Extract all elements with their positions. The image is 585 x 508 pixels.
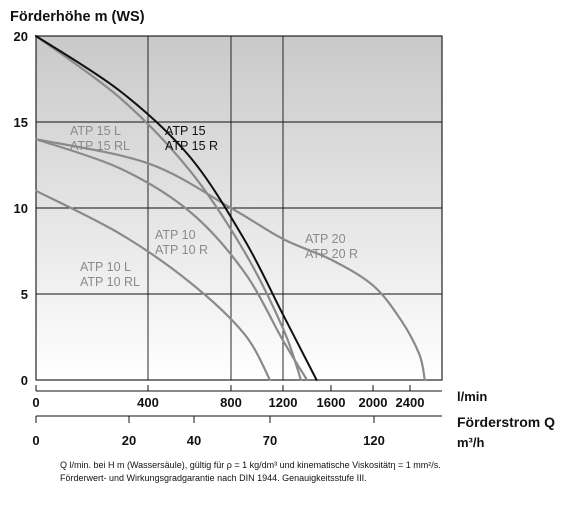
x-tick-label-lmin-0: 0 [32, 395, 39, 410]
series-label-0-line-0: ATP 15 L [70, 124, 121, 138]
footnote-line-1: Q l/min. bei H m (Wassersäule), gültig f… [60, 460, 441, 470]
series-label-3-line-0: ATP 10 L [80, 260, 131, 274]
series-line-3 [34, 189, 272, 382]
series-label-4-line-1: ATP 20 R [305, 247, 358, 261]
y-tick-label-3: 15 [14, 115, 28, 130]
series-label-2: ATP 10 ATP 10 R [155, 228, 208, 257]
x-tick-label-lmin-3: 1200 [269, 395, 298, 410]
x-tick-label-m3h-1: 20 [122, 433, 136, 448]
series-line-4 [34, 138, 426, 382]
x-unit-lmin: l/min [457, 389, 487, 404]
x-tick-label-lmin-4: 1600 [317, 395, 346, 410]
series-label-1: ATP 15 ATP 15 R [165, 124, 218, 153]
x-tick-label-m3h-3: 70 [263, 433, 277, 448]
y-tick-label-0: 0 [21, 373, 28, 388]
x-tick-label-lmin-1: 400 [137, 395, 159, 410]
x-tick-label-m3h-2: 40 [187, 433, 201, 448]
series-label-2-line-0: ATP 10 [155, 228, 196, 242]
x-unit-m3h: m³/h [457, 435, 485, 450]
x-tick-label-lmin-5: 2000 [359, 395, 388, 410]
y-tick-label-4: 20 [14, 29, 28, 44]
x-tick-label-m3h-0: 0 [32, 433, 39, 448]
series-label-0: ATP 15 L ATP 15 RL [70, 124, 130, 153]
y-tick-label-2: 10 [14, 201, 28, 216]
series-label-4-line-0: ATP 20 [305, 232, 346, 246]
y-tick-labels: 0 5 10 15 20 [14, 29, 28, 388]
series-line-1 [35, 35, 318, 381]
grid-lines [35, 35, 443, 423]
series-label-3: ATP 10 L ATP 10 RL [80, 260, 140, 289]
x-tick-label-lmin-6: 2400 [396, 395, 425, 410]
series-label-0-line-1: ATP 15 RL [70, 139, 130, 153]
pump-curves [34, 34, 426, 382]
x-axis-label: Förderstrom Q [457, 414, 555, 430]
series-line-2 [34, 138, 309, 382]
series-label-1-line-0: ATP 15 [165, 124, 206, 138]
series-label-3-line-1: ATP 10 RL [80, 275, 140, 289]
footnote-line-2: Förderwert- und Wirkungsgradgarantie nac… [60, 473, 367, 483]
x-tick-label-m3h-4: 120 [363, 433, 385, 448]
x-tick-labels-lmin: 0 400 800 1200 1600 2000 2400 [32, 395, 424, 410]
x-tick-labels-m3h: 0 20 40 70 120 [32, 433, 384, 448]
plot-frame [35, 35, 443, 381]
series-label-4: ATP 20 ATP 20 R [305, 232, 358, 261]
y-tick-label-1: 5 [21, 287, 28, 302]
x-tick-label-lmin-2: 800 [220, 395, 242, 410]
chart-title: Förderhöhe m (WS) [10, 9, 145, 25]
series-label-1-line-1: ATP 15 R [165, 139, 218, 153]
series-label-2-line-1: ATP 10 R [155, 243, 208, 257]
